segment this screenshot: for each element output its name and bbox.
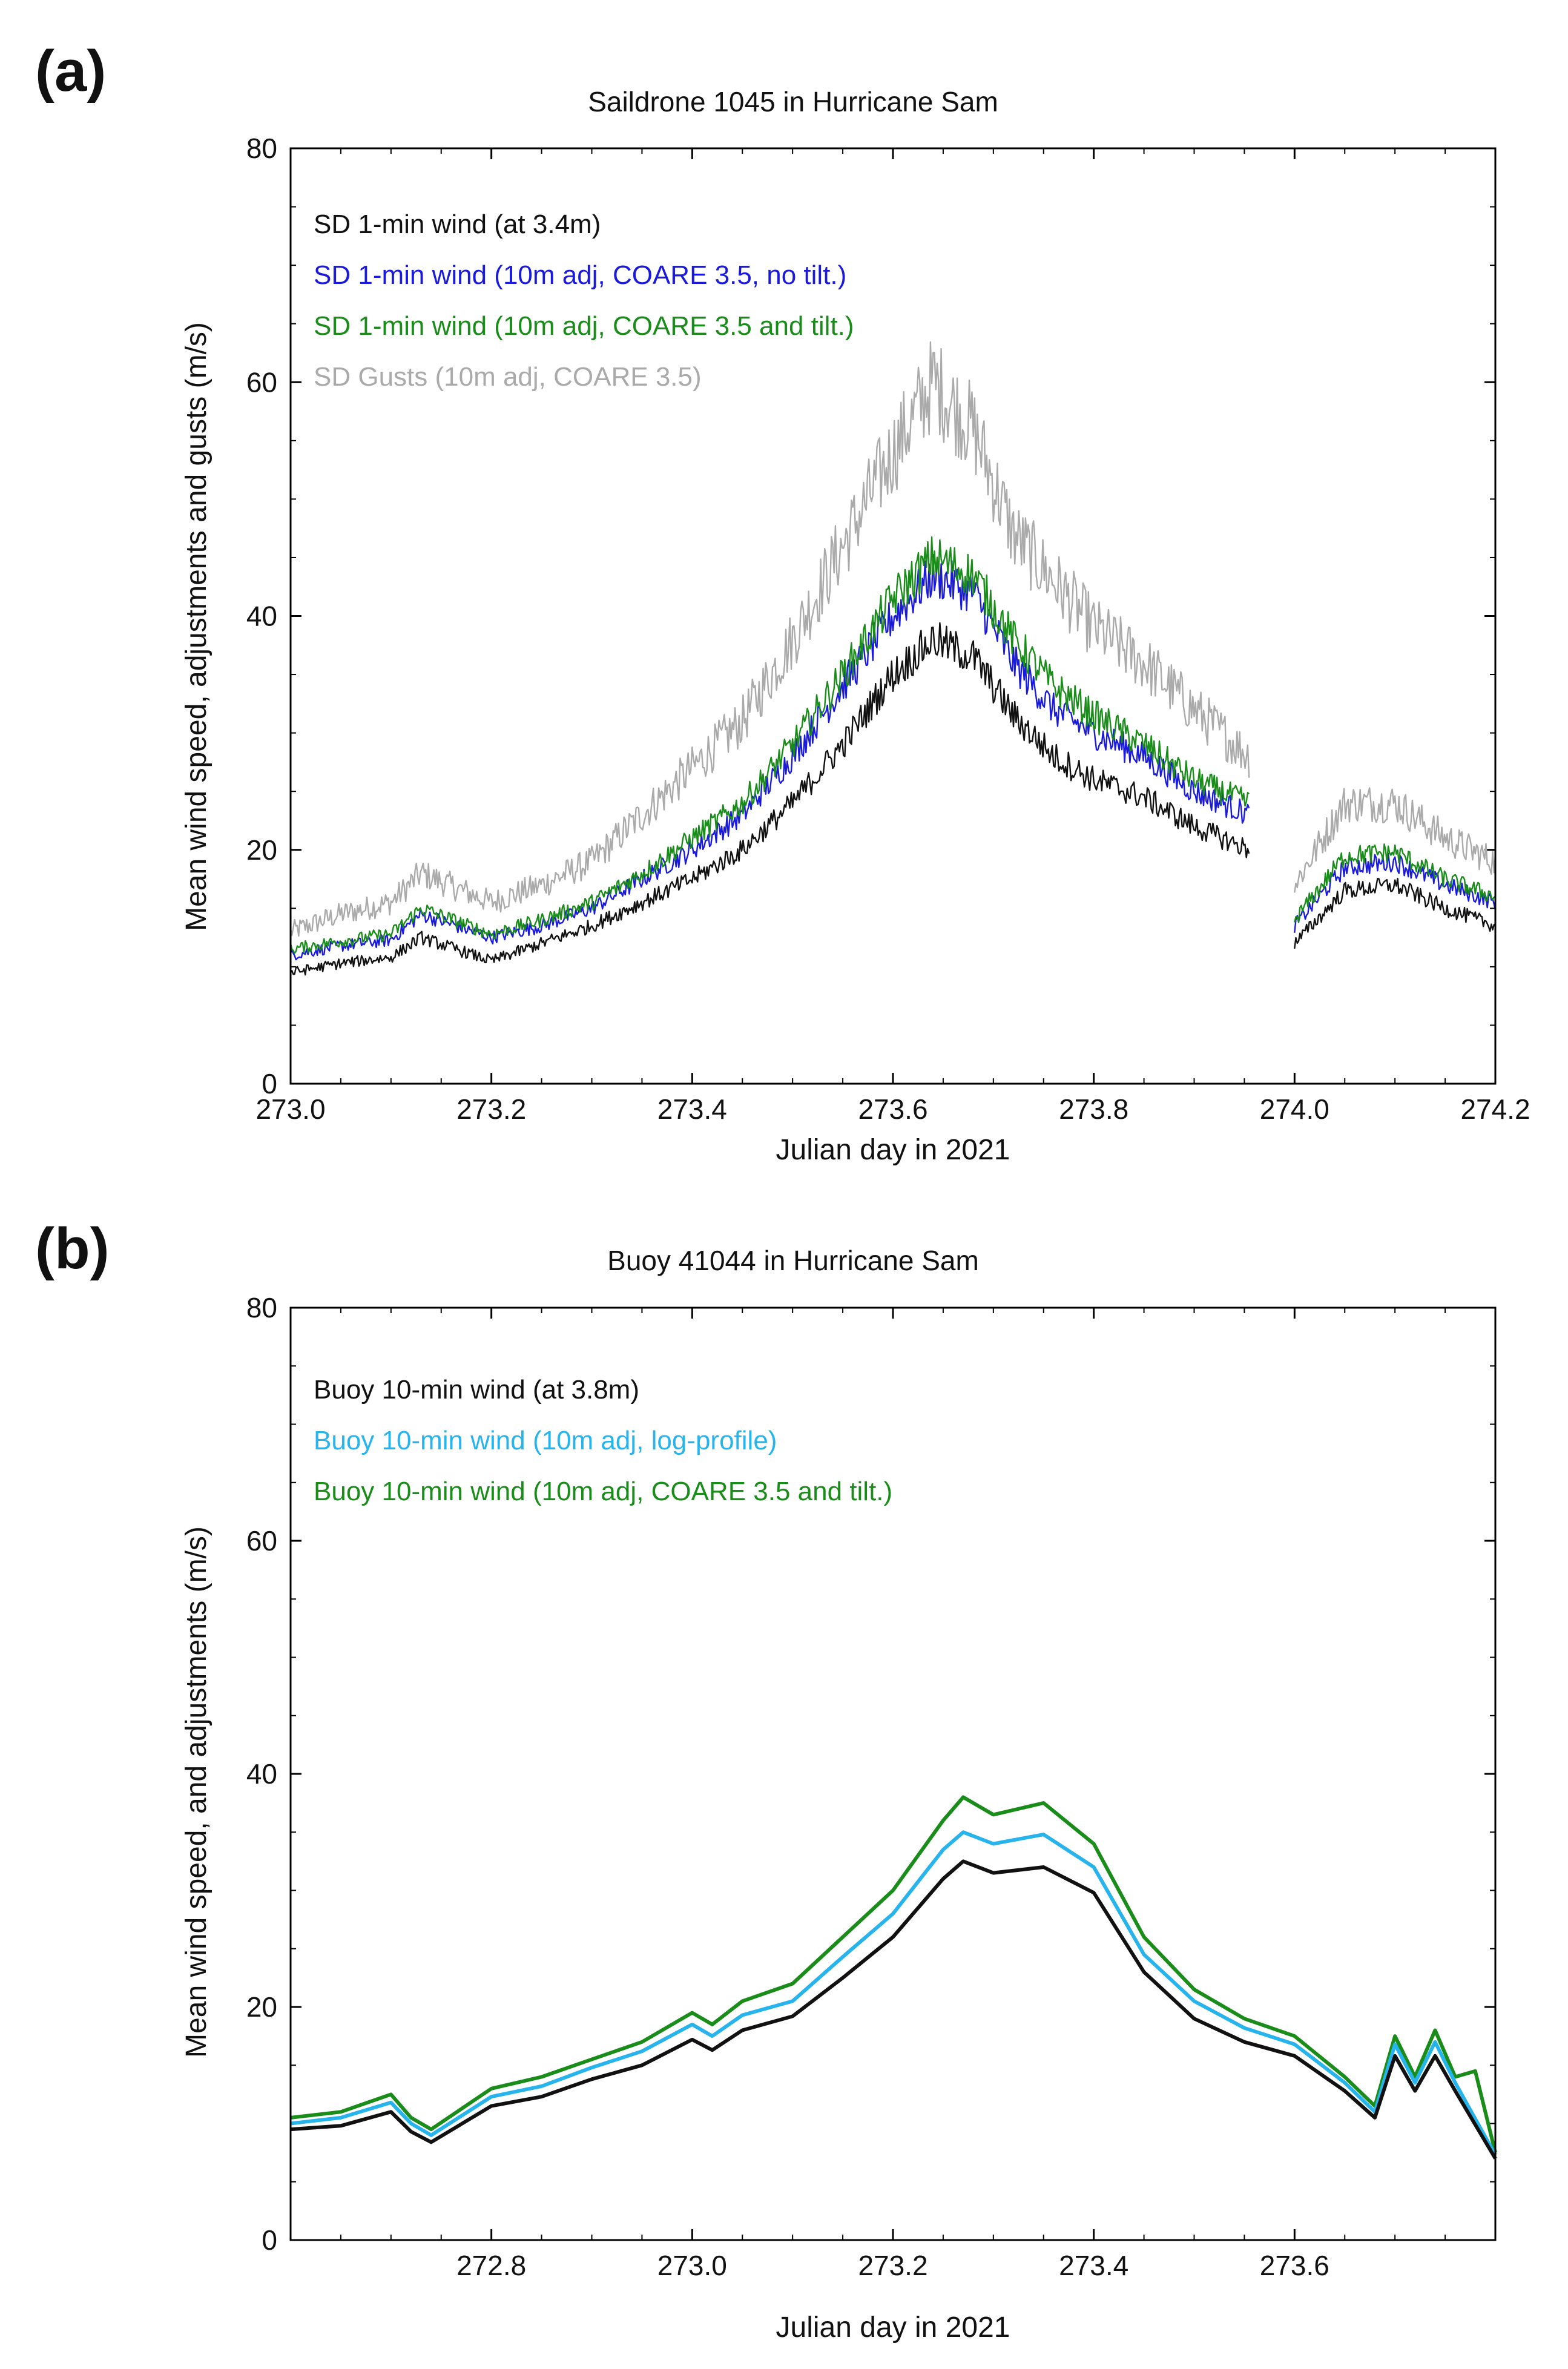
x-tick-label: 274.2	[1460, 1093, 1530, 1125]
y-tick-label: 20	[246, 834, 277, 866]
legend-entry: Buoy 10-min wind (10m adj, log-profile)	[314, 1426, 777, 1455]
y-axis-label-a: Mean wind speed, adjustments and gusts (…	[180, 322, 212, 931]
panel-label-b: (b)	[35, 1216, 110, 1281]
y-tick-label: 20	[246, 1991, 277, 2023]
y-tick-label: 80	[246, 1292, 277, 1323]
x-tick-label: 273.6	[1260, 2250, 1329, 2281]
x-tick-label: 273.6	[858, 1093, 927, 1125]
legend-entry: Buoy 10-min wind (10m adj, COARE 3.5 and…	[314, 1477, 892, 1506]
panel-b: (b) Buoy 41044 in Hurricane Sam Mean win…	[35, 1216, 1497, 2344]
plot-frame-a	[289, 147, 1497, 1085]
panel-label-a: (a)	[35, 39, 106, 104]
y-tick-label: 60	[246, 1525, 277, 1557]
x-tick-label: 273.4	[1059, 2250, 1128, 2281]
x-tick-label: 273.0	[657, 2250, 727, 2281]
y-tick-label: 0	[262, 1068, 277, 1099]
legend-entry: Buoy 10-min wind (at 3.8m)	[314, 1375, 639, 1405]
series-line-a-1	[289, 341, 1497, 937]
x-tick-label: 273.2	[858, 2250, 927, 2281]
y-tick-label: 0	[262, 2224, 277, 2256]
legend-entry: SD 1-min wind (10m adj, COARE 3.5 and ti…	[314, 311, 854, 341]
y-axis-label-b: Mean wind speed, and adjustments (m/s)	[180, 1526, 212, 2058]
y-tick-label: 80	[246, 133, 277, 164]
chart-title-a: Saildrone 1045 in Hurricane Sam	[588, 86, 998, 117]
chart-title-b: Buoy 41044 in Hurricane Sam	[607, 1245, 979, 1276]
series-line-a-4	[289, 622, 1496, 976]
x-tick-label: 273.4	[657, 1093, 727, 1125]
series-line-b-1	[290, 1795, 1497, 2153]
y-tick-label: 40	[246, 1758, 277, 1790]
plot-frame-b	[289, 1306, 1497, 2241]
x-tick-label: 274.0	[1260, 1093, 1329, 1125]
x-axis-label-b: Julian day in 2021	[776, 2311, 1010, 2344]
y-tick-label: 40	[246, 601, 277, 632]
series-line-b-3	[290, 1859, 1497, 2160]
x-tick-label: 272.8	[456, 2250, 526, 2281]
legend-entry: SD 1-min wind (10m adj, COARE 3.5, no ti…	[314, 260, 846, 290]
legend-entry: SD 1-min wind (at 3.4m)	[314, 209, 601, 239]
legend-entry: SD Gusts (10m adj, COARE 3.5)	[314, 362, 702, 392]
x-tick-label: 273.2	[456, 1093, 526, 1125]
x-tick-label: 273.0	[255, 1093, 325, 1125]
panel-a: (a) Saildrone 1045 in Hurricane Sam Mean…	[35, 39, 1530, 1166]
series-line-a-3	[289, 536, 1496, 954]
x-axis-label-a: Julian day in 2021	[776, 1134, 1010, 1166]
y-tick-label: 60	[246, 366, 277, 398]
series-line-b-2	[290, 1830, 1497, 2156]
x-tick-label: 273.8	[1059, 1093, 1128, 1125]
